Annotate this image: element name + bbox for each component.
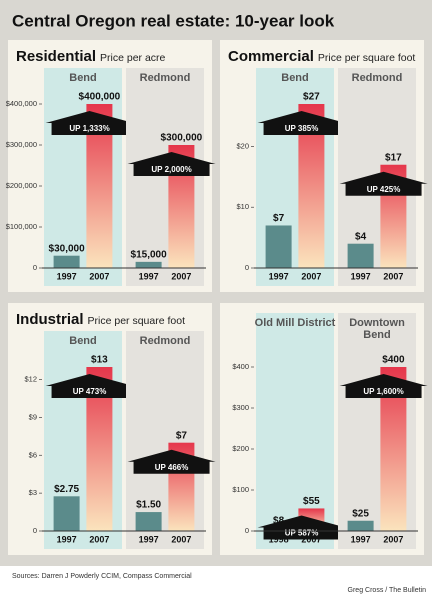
x-tick-label: 1997 bbox=[269, 271, 289, 281]
value-label: $4 bbox=[355, 231, 367, 242]
value-label: $27 bbox=[303, 92, 320, 103]
change-arrow bbox=[339, 171, 428, 196]
change-arrow bbox=[127, 152, 216, 176]
y-tick-label: $12 bbox=[24, 375, 37, 384]
x-tick-label: 2007 bbox=[89, 271, 109, 281]
y-tick-label: $10 bbox=[236, 202, 249, 211]
value-label: $2.75 bbox=[54, 484, 79, 495]
bar bbox=[135, 261, 162, 268]
change-arrow bbox=[257, 111, 346, 135]
value-label: $55 bbox=[303, 496, 320, 507]
bar bbox=[347, 243, 374, 268]
chart-subtitle: Price per square foot bbox=[318, 52, 416, 64]
x-tick-label: 1997 bbox=[139, 271, 159, 281]
credit: Greg Cross / The Bulletin bbox=[348, 587, 427, 594]
y-tick-label: $400,000 bbox=[6, 99, 37, 108]
chart-title: Residential bbox=[16, 48, 96, 65]
y-tick-label: $200,000 bbox=[6, 181, 37, 190]
chart-subtitle: Price per square foot bbox=[88, 315, 186, 327]
x-tick-label: 1997 bbox=[351, 271, 371, 281]
y-tick-label: 0 bbox=[245, 526, 249, 535]
group-header-box: Downtown Bend bbox=[349, 317, 405, 341]
x-tick-label: 2007 bbox=[383, 534, 403, 544]
change-arrow bbox=[127, 449, 216, 474]
group-header: Redmond bbox=[351, 72, 403, 84]
value-label: $1.50 bbox=[136, 500, 161, 511]
y-tick-label: $9 bbox=[29, 412, 37, 421]
group-header: Redmond bbox=[139, 335, 191, 347]
group-header-box: Redmond bbox=[139, 335, 191, 347]
group-header-box: Old Mill District bbox=[254, 317, 336, 329]
change-label: UP 587% bbox=[285, 529, 319, 538]
value-label: $7 bbox=[176, 430, 188, 441]
x-tick-label: 1997 bbox=[57, 534, 77, 544]
group-header-box: Bend bbox=[69, 72, 97, 84]
x-tick-label: 2007 bbox=[171, 271, 191, 281]
group-header-box: Redmond bbox=[351, 72, 403, 84]
page-title: Central Oregon real estate: 10-year look bbox=[12, 11, 335, 30]
value-label: $400,000 bbox=[79, 92, 121, 103]
bar bbox=[135, 512, 162, 531]
change-label: UP 385% bbox=[285, 124, 319, 133]
bar bbox=[265, 225, 292, 268]
y-tick-label: $3 bbox=[29, 488, 37, 497]
x-tick-label: 2007 bbox=[89, 534, 109, 544]
y-tick-label: $400 bbox=[232, 362, 249, 371]
value-label: $8 bbox=[273, 515, 285, 526]
value-label: $17 bbox=[385, 152, 402, 163]
y-tick-label: $6 bbox=[29, 450, 37, 459]
chart-title: Commercial bbox=[228, 48, 314, 65]
group-header: Redmond bbox=[139, 72, 191, 84]
group-header-box: Bend bbox=[69, 335, 97, 347]
source: Sources: Darren J Powderly CCIM, Compass… bbox=[12, 573, 192, 580]
y-tick-label: 0 bbox=[245, 263, 249, 272]
value-label: $13 bbox=[91, 355, 108, 366]
change-arrow bbox=[45, 111, 134, 135]
value-label: $300,000 bbox=[161, 133, 203, 144]
change-arrow bbox=[45, 374, 134, 398]
y-tick-label: $300 bbox=[232, 403, 249, 412]
change-label: UP 466% bbox=[155, 463, 189, 472]
y-tick-label: $20 bbox=[236, 142, 249, 151]
chart-title: Industrial bbox=[16, 311, 84, 328]
group-header: Bend bbox=[69, 72, 97, 84]
y-tick-label: $200 bbox=[232, 444, 249, 453]
change-label: UP 1,333% bbox=[69, 124, 109, 133]
value-label: $7 bbox=[273, 213, 285, 224]
change-label: UP 473% bbox=[73, 387, 107, 396]
bar bbox=[53, 496, 80, 531]
group-header: Bend bbox=[69, 335, 97, 347]
value-label: $25 bbox=[352, 508, 369, 519]
change-label: UP 2,000% bbox=[151, 165, 191, 174]
y-tick-label: $100,000 bbox=[6, 222, 37, 231]
group-header-box: Bend bbox=[281, 72, 309, 84]
change-arrow bbox=[257, 515, 346, 540]
value-label: $400 bbox=[382, 355, 405, 366]
x-tick-label: 2007 bbox=[301, 271, 321, 281]
group-header: Bend bbox=[281, 72, 309, 84]
y-tick-label: $300,000 bbox=[6, 140, 37, 149]
value-label: $30,000 bbox=[49, 243, 86, 254]
bar bbox=[347, 520, 374, 531]
x-tick-label: 1997 bbox=[139, 534, 159, 544]
group-header: Downtown Bend bbox=[349, 317, 405, 341]
change-label: UP 1,600% bbox=[363, 387, 403, 396]
bar bbox=[53, 255, 80, 268]
change-label: UP 425% bbox=[367, 185, 401, 194]
change-arrow bbox=[339, 374, 428, 398]
y-tick-label: 0 bbox=[33, 526, 37, 535]
group-header: Old Mill District bbox=[254, 317, 336, 329]
group-header-box: Redmond bbox=[139, 72, 191, 84]
y-tick-label: $100 bbox=[232, 485, 249, 494]
value-label: $15,000 bbox=[131, 249, 168, 260]
x-tick-label: 1997 bbox=[351, 534, 371, 544]
y-tick-label: 0 bbox=[33, 263, 37, 272]
x-tick-label: 1997 bbox=[57, 271, 77, 281]
x-tick-label: 2007 bbox=[383, 271, 403, 281]
chart-subtitle: Price per acre bbox=[100, 52, 166, 64]
x-tick-label: 2007 bbox=[171, 534, 191, 544]
